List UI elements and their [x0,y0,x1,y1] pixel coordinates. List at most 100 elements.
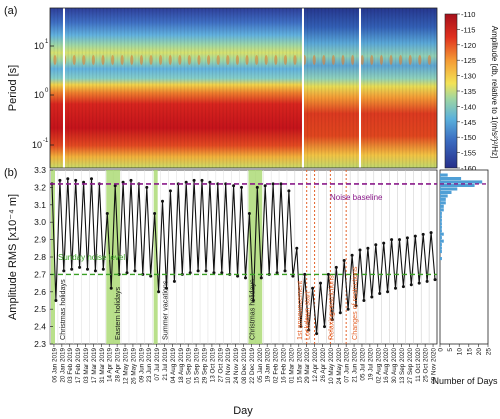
sunday-point [330,318,334,322]
sunday-point [378,292,382,295]
spectrogram-stripe [261,8,263,168]
spectrogram-stripe [190,8,192,168]
spectrogram-stripe [335,8,337,168]
spectrogram-stripe [229,8,231,168]
spectrogram-stripe [219,8,221,168]
noise-baseline-label: Noise baseline [330,193,383,202]
y-tick-label: 2.6 [34,287,46,297]
spectrogram-stripe [81,8,83,168]
spectrogram-stripe [176,8,178,168]
sunday-point [307,328,311,332]
sunday-point [433,278,437,282]
y-tick-label: 2.3 [34,339,46,349]
spectrogram-stripe [88,8,90,168]
colorbar-tick-label: -145 [461,118,476,127]
weekday-point [279,182,283,186]
histogram-bar [440,183,475,187]
colorbar-tick-label: -115 [461,25,475,34]
spectrogram-stripe [204,8,207,168]
weekday-point [129,178,133,182]
weekday-point [413,234,417,238]
sunday-point [338,311,342,315]
spectrogram-stripe [134,8,136,168]
x-tick-label: 26 Apr 2020 [320,348,327,382]
spectrogram-blob [427,55,431,65]
spectrogram-stripe [310,8,312,168]
spectrogram-stripe [328,8,330,168]
weekday-point [247,212,251,215]
spectrogram-stripe [120,8,122,168]
x-tick-label: 28 Apr 2019 [115,348,122,382]
histogram-bar [440,204,444,208]
weekday-point [113,184,117,188]
spectrogram-blob [159,55,163,65]
sunday-noise-label: Sunday noise level [58,253,125,262]
spectrogram-stripe [187,8,189,168]
sunday-point [101,267,105,271]
histogram-bar [440,218,442,222]
sunday-point [204,269,208,273]
spectrogram-stripe [433,8,435,168]
weekday-point [429,231,433,235]
x-tick-label: 12 May 2019 [123,348,130,385]
spectrogram-stripe [275,8,277,168]
spectrogram-stripe [412,8,414,168]
x-tick-label: 07 Jul 2019 [154,348,161,381]
spectrogram-blob [331,55,335,65]
x-tick-label: 16 Feb 2020 [281,348,288,384]
spectrogram-stripe [349,8,351,168]
spectrogram-stripe [201,8,203,168]
spectrogram-blob [120,55,124,65]
spectrogram-blob [360,55,364,65]
sunday-point [386,290,390,294]
y-tick-exponent: 0 [45,88,49,94]
weekday-point [326,272,330,276]
x-tick-label: 26 May 2019 [130,348,137,385]
weekday-point [398,238,401,242]
x-tick-label: 23 Jun 2019 [146,348,153,383]
x-tick-label: 09 Jun 2019 [138,348,145,383]
spectrogram-stripe [338,8,340,168]
spectrogram-blob [418,55,422,65]
x-tick-label: 04 Aug 2019 [170,348,177,384]
sunday-point [157,290,161,294]
x-tick-label: 27 Oct 2019 [217,348,224,383]
sunday-point [354,304,358,308]
weekday-point [255,185,259,189]
sunday-point [188,271,192,275]
spectrogram-blob [149,55,153,65]
weekday-point [240,185,243,189]
weekday-point [421,232,425,236]
weekday-point [90,177,93,181]
spectrogram-stripe [271,8,273,168]
x-tick-label: 02 Feb 2020 [273,348,280,384]
weekday-point [74,178,78,182]
sunday-point [125,271,129,275]
spectrogram-stripe [78,8,80,168]
spectrogram-stripe [215,8,217,168]
x-tick-label: 01 Sep 2019 [186,348,193,384]
histogram-bar [440,257,442,261]
spectrogram-blob [178,55,182,65]
spectrogram-blob [207,55,211,65]
weekday-point [168,189,172,193]
histogram-bar [440,180,483,184]
sunday-point [323,325,326,329]
sunday-point [236,274,240,278]
sunday-point [362,299,366,302]
colorbar-tick-label: -140 [461,102,476,111]
histogram-x-axis: 0 5 10 15 20 25 [438,344,493,355]
spectrogram-stripe [138,8,140,168]
x-tick-label: 15 Mar 2020 [296,348,303,384]
x-tick-label: 14 Apr 2019 [107,348,114,382]
weekday-point [208,180,212,184]
spectrogram-blob [226,55,230,65]
colorbar-gradient [444,13,458,169]
spectrogram-blob [168,55,172,65]
colorbar-tick-label: -135 [461,87,476,96]
spectrogram-blob [341,55,345,65]
spectrogram-stripe [162,8,164,168]
spectrogram-stripe [342,8,344,168]
spectrogram-blob [399,55,403,65]
spectrogram-stripe [74,8,76,168]
